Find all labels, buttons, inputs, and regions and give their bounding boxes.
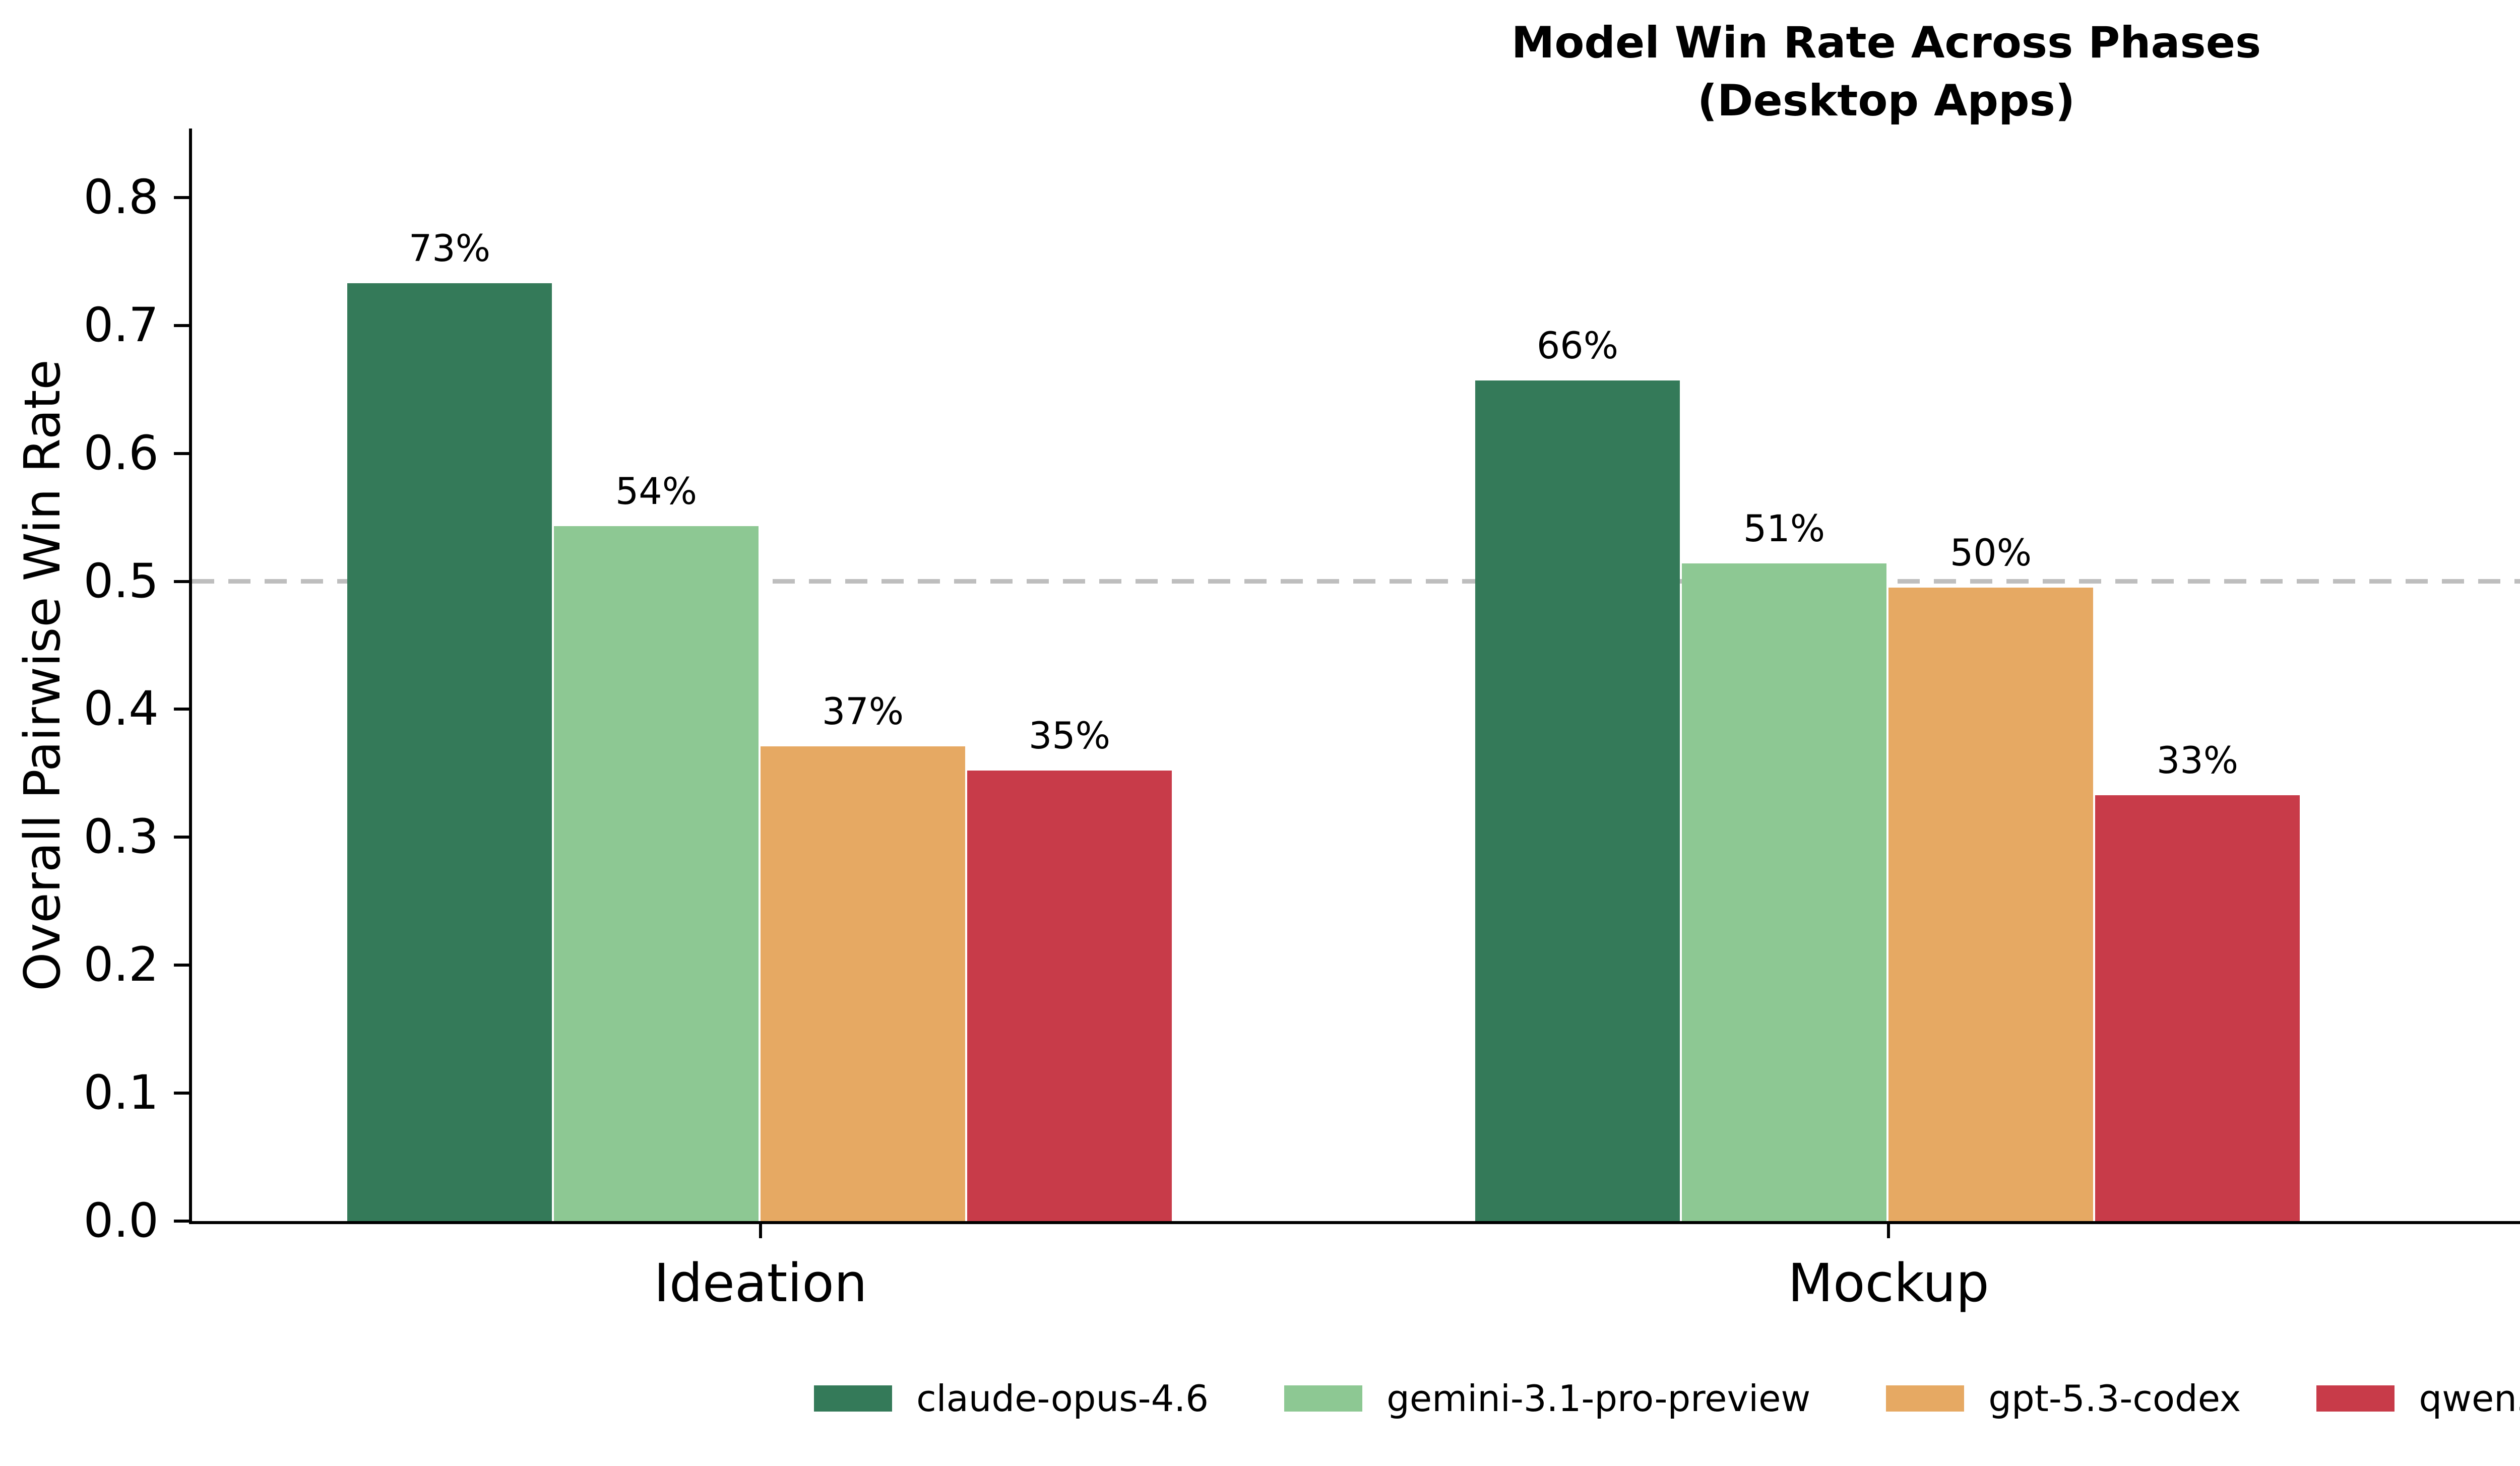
y-tick [174,708,189,711]
y-tick [174,836,189,839]
bar-value-label: 33% [2156,739,2239,782]
y-tick-label: 0.2 [83,937,159,993]
category-label: Mockup [1788,1252,1989,1314]
bar-value-label: 50% [1949,532,2032,575]
bar-group: 73% 54% 37% 35% Ideation [347,129,1174,1314]
y-tick-label: 0.5 [83,553,159,609]
bar-value-label: 73% [408,227,491,270]
y-tick-label: 0.7 [83,297,159,353]
y-tick [174,452,189,455]
legend-label: gpt-5.3-codex [1988,1377,2241,1420]
legend-item: qwen3.5-397b-a17b [2316,1376,2520,1421]
bar-value-label: 66% [1536,324,1619,367]
legend-label: qwen3.5-397b-a17b [2419,1377,2520,1420]
bar-value-label: 35% [1028,715,1111,758]
y-tick [174,196,189,199]
bar [2095,795,2300,1221]
y-tick [174,324,189,327]
legend-swatch [2316,1385,2395,1412]
y-tick [174,964,189,967]
legend-item: gemini-3.1-pro-preview [1284,1376,1810,1421]
y-tick-label: 0.3 [83,809,159,865]
bar [761,746,965,1221]
bar [347,283,552,1221]
legend-label: claude-opus-4.6 [916,1377,1209,1420]
y-tick [174,1220,189,1223]
y-axis-label: Overall Pairwise Win Rate [14,359,72,991]
legend-swatch [1886,1385,1965,1412]
reference-line [192,579,2520,584]
bar [1682,563,1886,1221]
bar-value-label: 51% [1743,507,1825,550]
bar [967,771,1172,1221]
y-tick-label: 0.1 [83,1065,159,1121]
chart-title-line-1: Model Win Rate Across Phases [1511,18,2261,68]
chart-title-line-2: (Desktop Apps) [1697,76,2075,126]
y-tick-label: 0.0 [83,1193,159,1248]
y-tick [174,1092,189,1095]
bar-group: 66% 51% 50% 33% Mockup [1475,129,2302,1314]
legend-label: gemini-3.1-pro-preview [1387,1377,1811,1420]
legend-swatch [1284,1385,1363,1412]
bar [1475,380,1680,1221]
legend-item: claude-opus-4.6 [814,1376,1209,1421]
bar-value-label: 54% [615,470,698,514]
legend: claude-opus-4.6 gemini-3.1-pro-preview gpt… [0,1371,2520,1426]
category-label: Ideation [654,1252,867,1314]
legend-item: gpt-5.3-codex [1886,1376,2241,1421]
y-tick-label: 0.6 [83,425,159,481]
x-tick [759,1224,762,1238]
y-tick [174,580,189,583]
legend-swatch [814,1385,893,1412]
x-tick [1887,1224,1890,1238]
y-tick-label: 0.4 [83,681,159,737]
y-tick-label: 0.8 [83,169,159,225]
bar [1888,588,2093,1221]
bar-value-label: 37% [822,690,904,734]
chart-title: Model Win Rate Across Phases (Desktop Ap… [189,14,2520,130]
plot-area: 0.0 0.1 0.2 0.3 0.4 0.5 0.6 0.7 0.8 73% 54% 37% 35% I… [84,129,2520,1314]
bar [554,526,759,1221]
